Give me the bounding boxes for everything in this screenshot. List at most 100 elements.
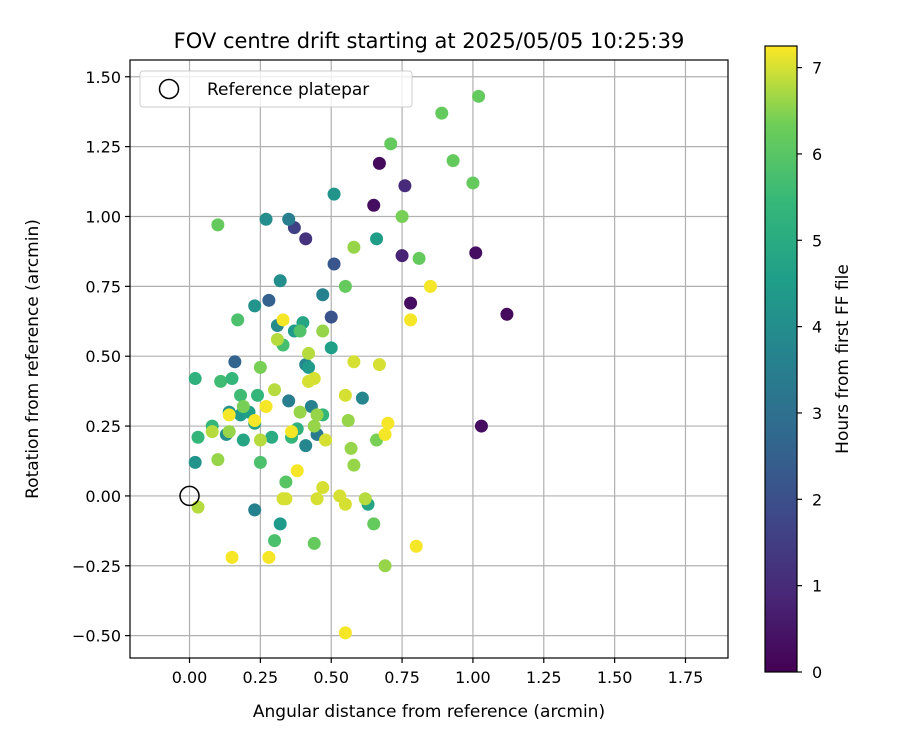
data-point xyxy=(225,372,239,386)
y-tick-label: 0.25 xyxy=(85,417,121,436)
y-tick-label: 1.00 xyxy=(85,207,121,226)
data-point xyxy=(282,212,296,226)
data-point xyxy=(412,251,426,265)
data-point xyxy=(253,433,267,447)
data-point xyxy=(347,240,361,254)
colorbar-tick-label: 0 xyxy=(812,663,822,682)
plot-area: Reference platepar xyxy=(129,59,729,659)
colorbar-tick-label: 6 xyxy=(812,145,822,164)
data-point xyxy=(248,299,262,313)
x-tick-label: 0.50 xyxy=(313,668,349,687)
reference-platepar-marker xyxy=(179,485,200,507)
data-point xyxy=(228,355,242,369)
data-point xyxy=(290,464,304,478)
data-point xyxy=(338,279,352,293)
data-point xyxy=(293,324,307,338)
data-point xyxy=(338,497,352,511)
data-point xyxy=(310,408,324,422)
y-tick-label: 0.75 xyxy=(85,277,121,296)
data-point xyxy=(472,89,486,103)
x-tick-label: 0.75 xyxy=(384,668,420,687)
data-points xyxy=(188,89,514,640)
data-point xyxy=(435,106,449,120)
data-point xyxy=(307,536,321,550)
y-tick-label: 1.25 xyxy=(85,138,121,157)
data-point xyxy=(341,413,355,427)
x-axis-ticks: 0.00 0.25 0.50 0.75 1.00 1.25 1.50 1.75 xyxy=(172,658,704,687)
data-point xyxy=(279,492,293,506)
data-point xyxy=(500,307,514,321)
x-tick-label: 1.75 xyxy=(668,668,704,687)
data-point xyxy=(372,358,386,372)
data-point xyxy=(188,372,202,386)
data-point xyxy=(302,360,316,374)
data-point xyxy=(378,559,392,573)
data-point xyxy=(273,274,287,288)
data-point xyxy=(236,433,250,447)
data-point xyxy=(236,400,250,414)
data-point xyxy=(384,137,398,151)
y-tick-label: −0.25 xyxy=(72,557,121,576)
data-point xyxy=(282,394,296,408)
colorbar: 0 1 2 3 4 5 6 7 Hours from first FF file xyxy=(764,45,853,682)
data-point xyxy=(466,176,480,190)
data-point xyxy=(404,313,418,327)
data-point xyxy=(299,232,313,246)
data-point xyxy=(344,441,358,455)
data-point xyxy=(214,374,228,388)
data-point xyxy=(398,179,412,193)
data-point xyxy=(253,360,267,374)
data-point xyxy=(262,550,276,564)
data-point xyxy=(225,550,239,564)
plot-frame xyxy=(129,59,729,659)
data-point xyxy=(327,257,341,271)
y-axis-label: Rotation from reference (arcmin) xyxy=(23,219,43,499)
colorbar-tick-label: 3 xyxy=(812,404,822,423)
colorbar-ticks: 0 1 2 3 4 5 6 7 xyxy=(797,59,822,682)
data-point xyxy=(319,433,333,447)
data-point xyxy=(299,439,313,453)
data-point xyxy=(188,455,202,469)
data-point xyxy=(211,218,225,232)
x-tick-label: 0.25 xyxy=(243,668,279,687)
x-tick-label: 1.25 xyxy=(526,668,562,687)
data-point xyxy=(251,388,265,402)
colorbar-label: Hours from first FF file xyxy=(833,264,853,454)
data-point xyxy=(370,232,384,246)
data-point xyxy=(324,310,338,324)
data-point xyxy=(248,413,262,427)
data-point xyxy=(409,539,423,553)
data-point xyxy=(327,187,341,201)
data-point xyxy=(338,388,352,402)
data-point xyxy=(307,372,321,386)
legend-label-reference: Reference platepar xyxy=(207,80,369,100)
data-point xyxy=(446,154,460,168)
data-point xyxy=(381,416,395,430)
data-point xyxy=(259,400,273,414)
data-point xyxy=(395,249,409,263)
chart-title: FOV centre drift starting at 2025/05/05 … xyxy=(174,29,685,53)
colorbar-tick-label: 2 xyxy=(812,490,822,509)
y-tick-label: −0.50 xyxy=(72,627,121,646)
data-point xyxy=(222,408,236,422)
data-point xyxy=(310,492,324,506)
data-point xyxy=(191,430,205,444)
data-point xyxy=(316,288,330,302)
x-axis-label: Angular distance from reference (arcmin) xyxy=(253,702,605,722)
data-point xyxy=(367,198,381,212)
colorbar-tick-label: 7 xyxy=(812,59,822,78)
data-point xyxy=(270,332,284,346)
y-tick-label: 0.50 xyxy=(85,347,121,366)
x-tick-label: 1.50 xyxy=(597,668,633,687)
data-point xyxy=(231,313,245,327)
data-point xyxy=(205,425,219,439)
data-point xyxy=(211,453,225,467)
data-point xyxy=(423,279,437,293)
data-point xyxy=(355,391,369,405)
colorbar-tick-label: 4 xyxy=(812,318,822,337)
data-point xyxy=(285,425,299,439)
data-point xyxy=(253,455,267,469)
y-tick-label: 1.50 xyxy=(85,68,121,87)
data-point xyxy=(268,534,282,548)
